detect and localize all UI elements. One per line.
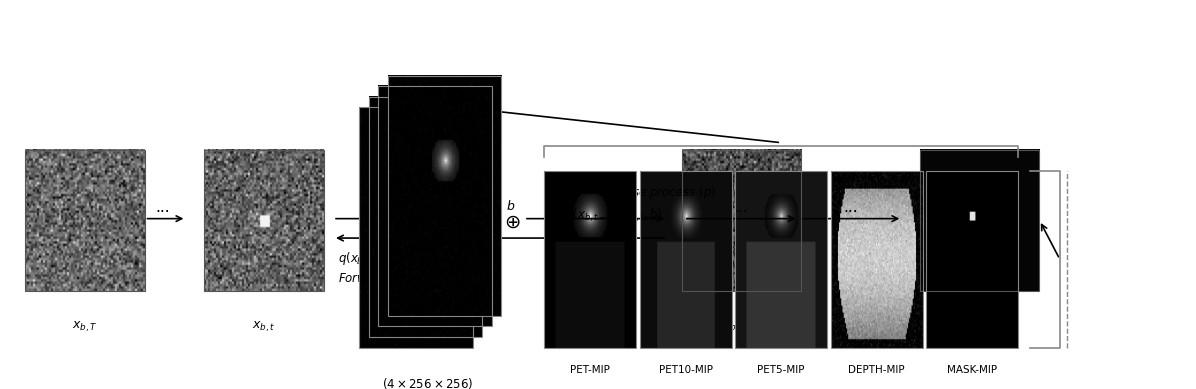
Text: $p_{\theta}(x_{b,t-1} \mid x_{b,t}, b)$: $p_{\theta}(x_{b,t-1} \mid x_{b,t}, b)$ — [560, 207, 663, 224]
Text: $b$: $b$ — [506, 199, 515, 213]
Text: DEPTH-MIP: DEPTH-MIP — [848, 365, 905, 375]
Text: MASK-MIP: MASK-MIP — [947, 365, 997, 375]
Text: PET5-MIP: PET5-MIP — [757, 365, 805, 375]
Text: Reverse process $(p)$: Reverse process $(p)$ — [598, 184, 716, 201]
Text: $x_{b,0}$: $x_{b,0}$ — [968, 319, 993, 334]
Text: PET-MIP: PET-MIP — [570, 365, 610, 375]
Text: PET10-MIP: PET10-MIP — [659, 365, 713, 375]
Text: $(4 \times 256 \times 256)$: $(4 \times 256 \times 256)$ — [383, 376, 474, 389]
Text: $\oplus$: $\oplus$ — [504, 213, 520, 232]
Text: Forward process $(q)$: Forward process $(q)$ — [338, 270, 457, 287]
Text: ...: ... — [843, 200, 859, 215]
Text: $q(x_{b,t} \mid x_{b,t-1})$: $q(x_{b,t} \mid x_{b,t-1})$ — [338, 251, 421, 268]
Text: $x_{b,t}$: $x_{b,t}$ — [252, 319, 275, 334]
Text: $x_{b,t-1}$: $x_{b,t-1}$ — [722, 319, 761, 334]
Text: $x_{b,T}$: $x_{b,T}$ — [72, 319, 98, 334]
Text: ...: ... — [155, 200, 170, 215]
Text: ...: ... — [734, 200, 749, 215]
